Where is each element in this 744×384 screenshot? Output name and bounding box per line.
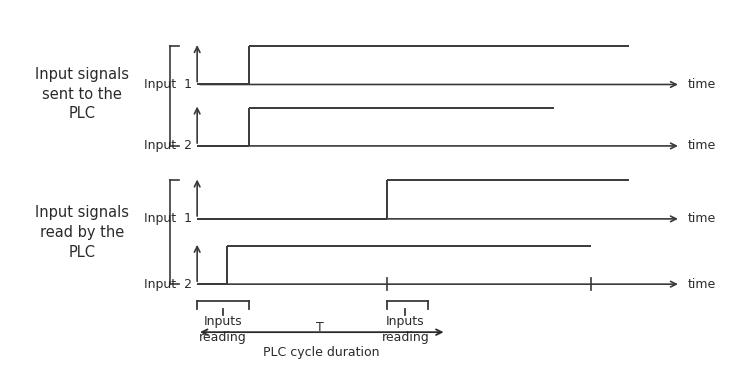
Text: Inputs
reading: Inputs reading <box>199 315 247 344</box>
Text: time: time <box>688 78 716 91</box>
Text: Input  2: Input 2 <box>144 139 192 152</box>
Text: Inputs
reading: Inputs reading <box>382 315 429 344</box>
Text: Input  1: Input 1 <box>144 212 192 225</box>
Text: PLC cycle duration: PLC cycle duration <box>263 346 379 359</box>
Text: Input signals
sent to the
PLC: Input signals sent to the PLC <box>35 67 129 121</box>
Text: time: time <box>688 139 716 152</box>
Text: T: T <box>316 321 324 334</box>
Text: Input  1: Input 1 <box>144 78 192 91</box>
Text: Input signals
read by the
PLC: Input signals read by the PLC <box>35 205 129 260</box>
Text: time: time <box>688 278 716 291</box>
Text: time: time <box>688 212 716 225</box>
Text: Input  2: Input 2 <box>144 278 192 291</box>
